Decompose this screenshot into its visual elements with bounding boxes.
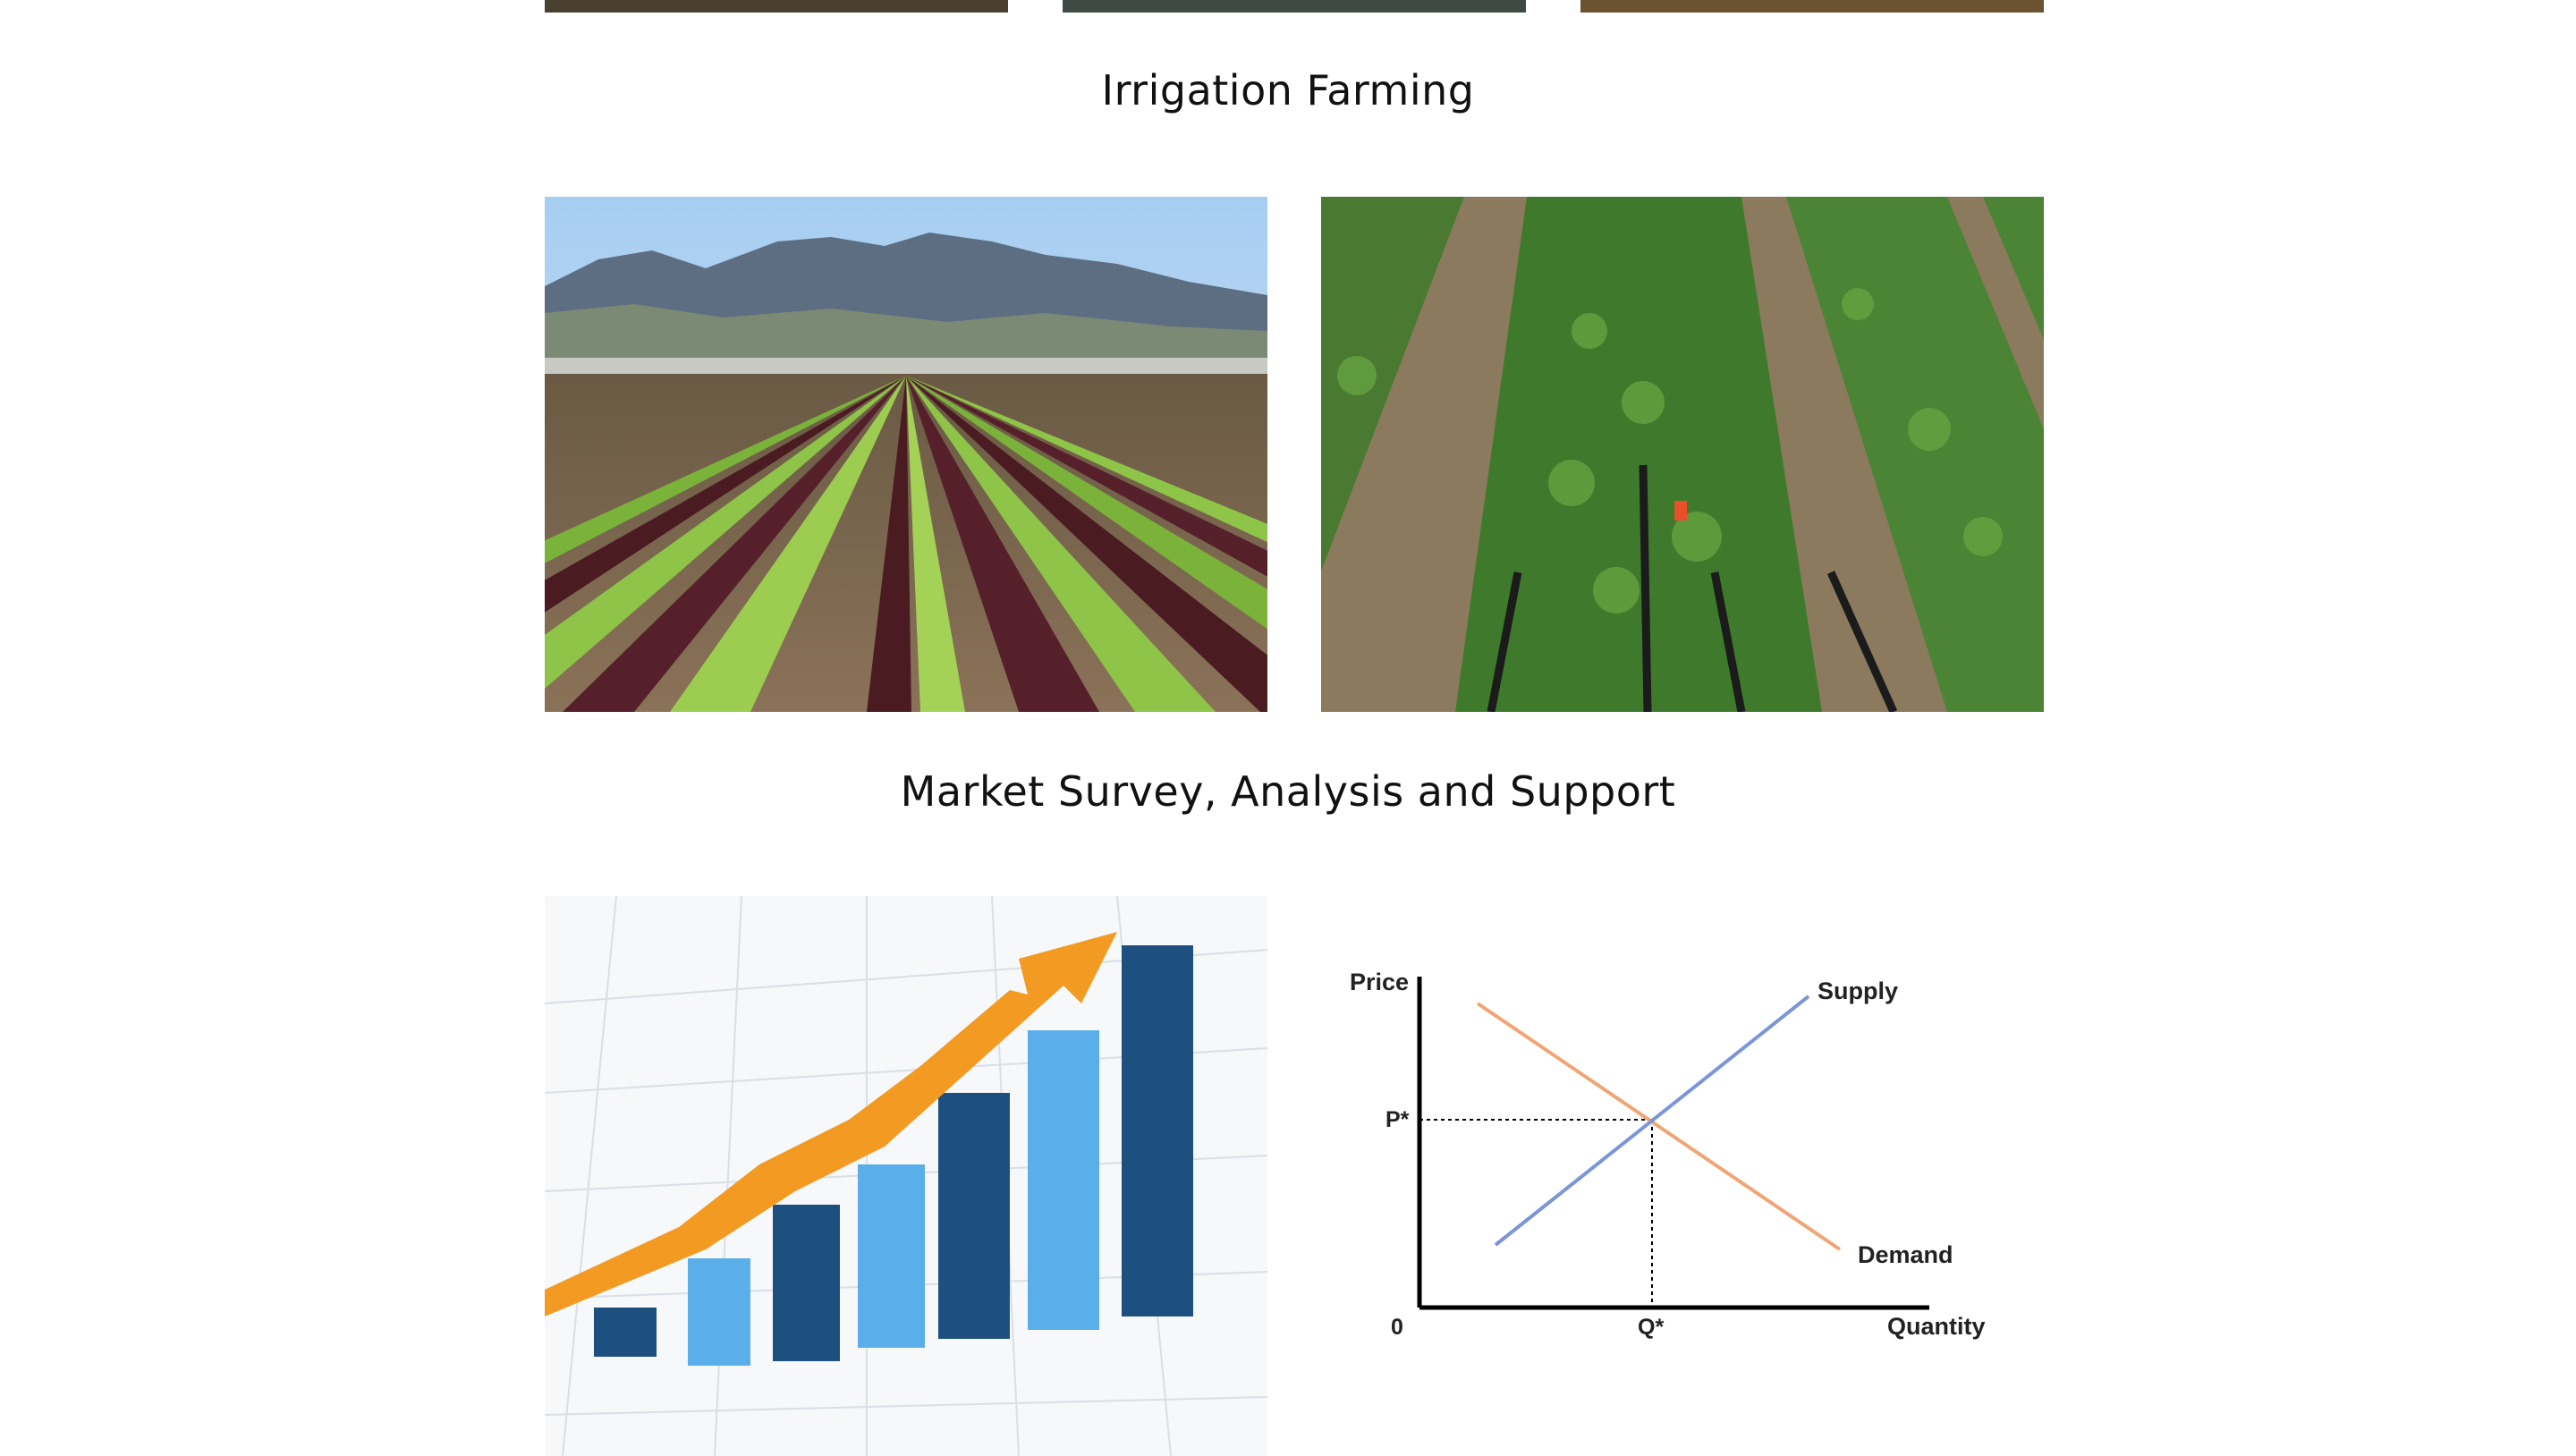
supply-demand-graph: Price Supply P* Demand 0 Q* Quantity <box>1321 896 2044 1456</box>
price-label: Price <box>1350 969 1409 995</box>
previous-row-image-1 <box>545 0 1008 13</box>
demand-label: Demand <box>1858 1241 1953 1268</box>
supply-label: Supply <box>1818 978 1898 1004</box>
previous-row-image-3 <box>1580 0 2044 13</box>
equilibrium-price-label: P* <box>1385 1107 1410 1132</box>
equilibrium-quantity-label: Q* <box>1638 1315 1664 1340</box>
section-title-irrigation: Irrigation Farming <box>1101 66 1475 114</box>
growth-bars <box>594 945 1193 1366</box>
previous-row-image-2 <box>1063 0 1526 13</box>
quantity-label: Quantity <box>1887 1313 1986 1340</box>
supply-curve <box>1494 995 1810 1247</box>
market-growth-chart-image <box>545 896 1267 1456</box>
irrigation-lettuce-field-image <box>545 197 1267 712</box>
irrigation-drip-spinach-image <box>1321 197 2044 712</box>
demand-curve <box>1476 1002 1842 1251</box>
section-title-market: Market Survey, Analysis and Support <box>900 767 1676 816</box>
origin-label: 0 <box>1391 1315 1403 1340</box>
